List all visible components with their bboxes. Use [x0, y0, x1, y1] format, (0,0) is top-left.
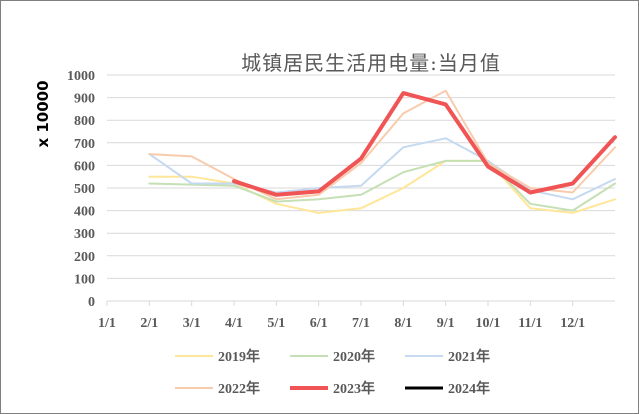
x-tick-label: 10/1: [476, 316, 501, 331]
y-tick-label: 700: [74, 137, 95, 152]
y-tick-label: 800: [74, 114, 95, 129]
x-tick-label: 2/1: [140, 316, 158, 331]
legend-label-1: 2020年: [333, 348, 375, 365]
y-tick-label: 1000: [67, 69, 95, 84]
chart-title: 城镇居民生活用电量:当月值: [241, 51, 501, 75]
y-axis-ticks: 0 100 200 300 400 500 600 700 800 900 1000: [67, 69, 95, 310]
y-tick-label: 600: [74, 159, 95, 174]
legend-label-3: 2022年: [218, 380, 260, 397]
y-tick-label: 0: [88, 295, 95, 310]
x-tick-label: 3/1: [183, 316, 201, 331]
y-tick-label: 900: [74, 92, 95, 107]
x-tick-label: 11/1: [518, 316, 542, 331]
x-tick-label: 9/1: [437, 316, 455, 331]
x-tick-label: 6/1: [310, 316, 328, 331]
x-tick-label: 4/1: [225, 316, 243, 331]
y-tick-label: 300: [74, 227, 95, 242]
x-tick-label: 5/1: [267, 316, 285, 331]
x-tick-label: 12/1: [560, 316, 585, 331]
legend: 2019年 2020年 2021年 2022年 2023年 2024年: [175, 348, 490, 397]
legend-label-4: 2023年: [333, 380, 375, 397]
legend-label-2: 2021年: [448, 348, 490, 365]
series-lines: [148, 89, 617, 214]
y-tick-label: 100: [74, 272, 95, 287]
gridlines: [107, 74, 615, 279]
legend-label-0: 2019年: [218, 348, 260, 365]
x-axis-ticks: 1/1 2/1 3/1 4/1 5/1 6/1 7/1 8/1 9/1 10/1 11/1 12/1: [98, 301, 585, 331]
series-line-4: [232, 91, 617, 197]
y-tick-label: 200: [74, 250, 95, 265]
x-tick-label: 8/1: [394, 316, 412, 331]
series-line-0: [148, 159, 616, 214]
series-line-3: [148, 89, 616, 201]
legend-label-5: 2024年: [448, 380, 490, 397]
series-line-1: [148, 159, 616, 212]
y-tick-label: 400: [74, 205, 95, 220]
x-tick-label: 1/1: [98, 316, 116, 331]
x-tick-label: 7/1: [352, 316, 370, 331]
y-axis-label: x 10000: [34, 80, 52, 147]
y-tick-label: 500: [74, 182, 95, 197]
